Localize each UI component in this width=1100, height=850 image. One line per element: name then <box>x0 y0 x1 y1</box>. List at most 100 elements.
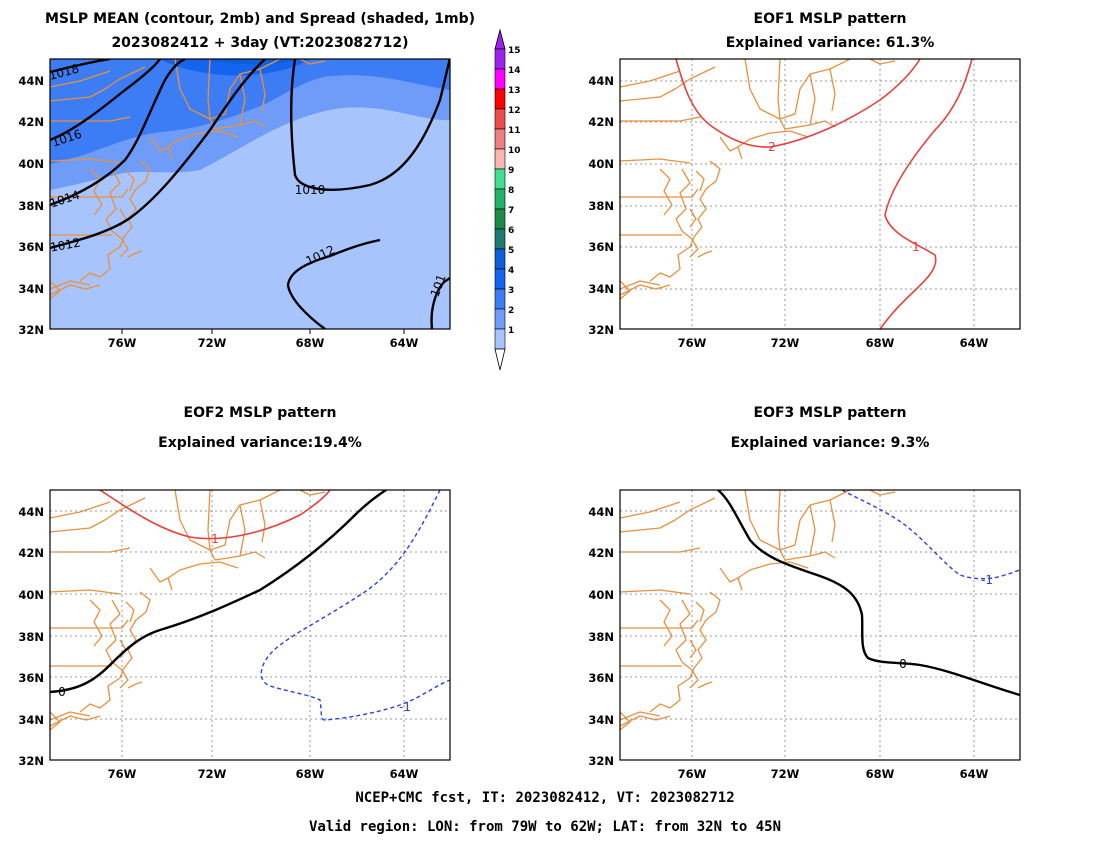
tick-label: 68W <box>296 336 325 350</box>
contour-label: 1 <box>211 532 219 546</box>
tick-label: 76W <box>108 767 137 781</box>
colorbar-label: 1 <box>508 326 514 336</box>
colorbar-label: 14 <box>508 66 521 76</box>
colorbar-boxes <box>494 48 506 350</box>
colorbar-box <box>494 328 506 350</box>
tick-label: 64W <box>960 767 989 781</box>
tick-label: 44N <box>18 74 44 88</box>
panel-mean-title-2: 2023082412 + 3day (VT:2023082712) <box>111 35 408 51</box>
tick-label: 32N <box>18 323 44 337</box>
tick-label: 42N <box>588 115 614 129</box>
panel-eof2: EOF2 MSLP pattern Explained variance:19.… <box>18 405 451 781</box>
colorbar-bottom-arrow <box>494 348 506 371</box>
colorbar-label: 10 <box>508 146 521 156</box>
tick-label: 38N <box>588 630 614 644</box>
tick-label: 40N <box>588 157 614 171</box>
colorbar-box <box>494 68 506 90</box>
tick-label: 44N <box>588 74 614 88</box>
panel-eof1-title-1: EOF1 MSLP pattern <box>754 11 907 27</box>
map-frame <box>619 489 1021 761</box>
tick-label: 34N <box>588 713 614 727</box>
colorbar-labels: 15 14 13 12 11 10 9 8 7 6 5 4 3 2 1 <box>508 46 521 336</box>
colorbar-box <box>494 308 506 330</box>
colorbar-label: 9 <box>508 166 514 176</box>
colorbar-label: 5 <box>508 246 514 256</box>
tick-label: 32N <box>18 754 44 768</box>
tick-label: 32N <box>588 323 614 337</box>
colorbar-label: 2 <box>508 306 514 316</box>
y-ticks: 44N 42N 40N 38N 36N 34N 32N <box>18 74 44 337</box>
contour-label: 1012 <box>49 236 82 255</box>
tick-label: 36N <box>588 671 614 685</box>
tick-label: 42N <box>588 546 614 560</box>
colorbar-box <box>494 288 506 310</box>
map-grid <box>620 59 1020 329</box>
y-ticks: 44N 42N 40N 38N 36N 34N 32N <box>588 74 614 337</box>
colorbar-box <box>494 168 506 190</box>
colorbar-label: 4 <box>508 266 514 276</box>
tick-label: 64W <box>390 767 419 781</box>
x-ticks: 76W 72W 68W 64W <box>108 767 419 781</box>
tick-label: 68W <box>296 767 325 781</box>
panel-eof3: EOF3 MSLP pattern Explained variance: 9.… <box>588 405 1021 781</box>
colorbar-box <box>494 148 506 170</box>
colorbar-box <box>494 48 506 70</box>
tick-label: 76W <box>678 336 707 350</box>
panel-eof3-title-1: EOF3 MSLP pattern <box>754 405 907 421</box>
tick-label: 40N <box>18 157 44 171</box>
y-ticks: 44N 42N 40N 38N 36N 34N 32N <box>588 505 614 768</box>
colorbar-box <box>494 128 506 150</box>
colorbar-label: 15 <box>508 46 521 56</box>
tick-label: 40N <box>588 588 614 602</box>
panel-eof3-title-2: Explained variance: 9.3% <box>731 435 930 451</box>
colorbar-box <box>494 88 506 110</box>
colorbar-label: 8 <box>508 186 514 196</box>
map-frame <box>619 58 1021 330</box>
tick-label: 64W <box>390 336 419 350</box>
x-ticks: 76W 72W 68W 64W <box>108 329 419 350</box>
panel-mean: MSLP MEAN (contour, 2mb) and Spread (sha… <box>18 11 521 371</box>
colorbar: 15 14 13 12 11 10 9 8 7 6 5 4 3 2 1 <box>494 28 521 371</box>
footer-line-1: NCEP+CMC fcst, IT: 2023082412, VT: 20230… <box>355 790 734 806</box>
contour-label: -1 <box>981 573 993 587</box>
spread-shading <box>50 59 450 329</box>
tick-label: 72W <box>771 336 800 350</box>
map-frame <box>49 58 451 330</box>
tick-label: 38N <box>588 199 614 213</box>
colorbar-top-arrow <box>494 28 506 50</box>
tick-label: 34N <box>18 282 44 296</box>
colorbar-label: 12 <box>508 106 521 116</box>
colorbar-label: 6 <box>508 226 514 236</box>
tick-label: 42N <box>18 546 44 560</box>
colorbar-label: 7 <box>508 206 514 216</box>
colorbar-box <box>494 248 506 270</box>
colorbar-label: 3 <box>508 286 514 296</box>
tick-label: 72W <box>771 767 800 781</box>
colorbar-box <box>494 228 506 250</box>
contour-label: 1010 <box>295 183 326 197</box>
colorbar-box <box>494 108 506 130</box>
tick-label: 68W <box>866 336 895 350</box>
mslp-contours <box>50 59 450 329</box>
map-frame <box>49 489 451 761</box>
colorbar-box <box>494 268 506 290</box>
colorbar-label: 11 <box>508 126 521 136</box>
tick-label: 72W <box>198 336 227 350</box>
footer-line-2: Valid region: LON: from 79W to 62W; LAT:… <box>309 819 781 835</box>
tick-label: 36N <box>18 240 44 254</box>
map-grid <box>620 490 1020 760</box>
tick-label: 32N <box>588 754 614 768</box>
contour-label: -1 <box>399 700 411 714</box>
tick-label: 36N <box>588 240 614 254</box>
contour-label: 2 <box>768 140 776 154</box>
tick-label: 40N <box>18 588 44 602</box>
contour-label: 0 <box>58 685 66 699</box>
panel-eof1: EOF1 MSLP pattern Explained variance: 61… <box>588 11 1021 350</box>
tick-label: 34N <box>588 282 614 296</box>
y-ticks: 44N 42N 40N 38N 36N 34N 32N <box>18 505 44 768</box>
panel-mean-title-1: MSLP MEAN (contour, 2mb) and Spread (sha… <box>45 11 475 27</box>
panel-eof2-title-1: EOF2 MSLP pattern <box>184 405 337 421</box>
map-grid <box>50 490 450 760</box>
colorbar-label: 13 <box>508 86 521 96</box>
